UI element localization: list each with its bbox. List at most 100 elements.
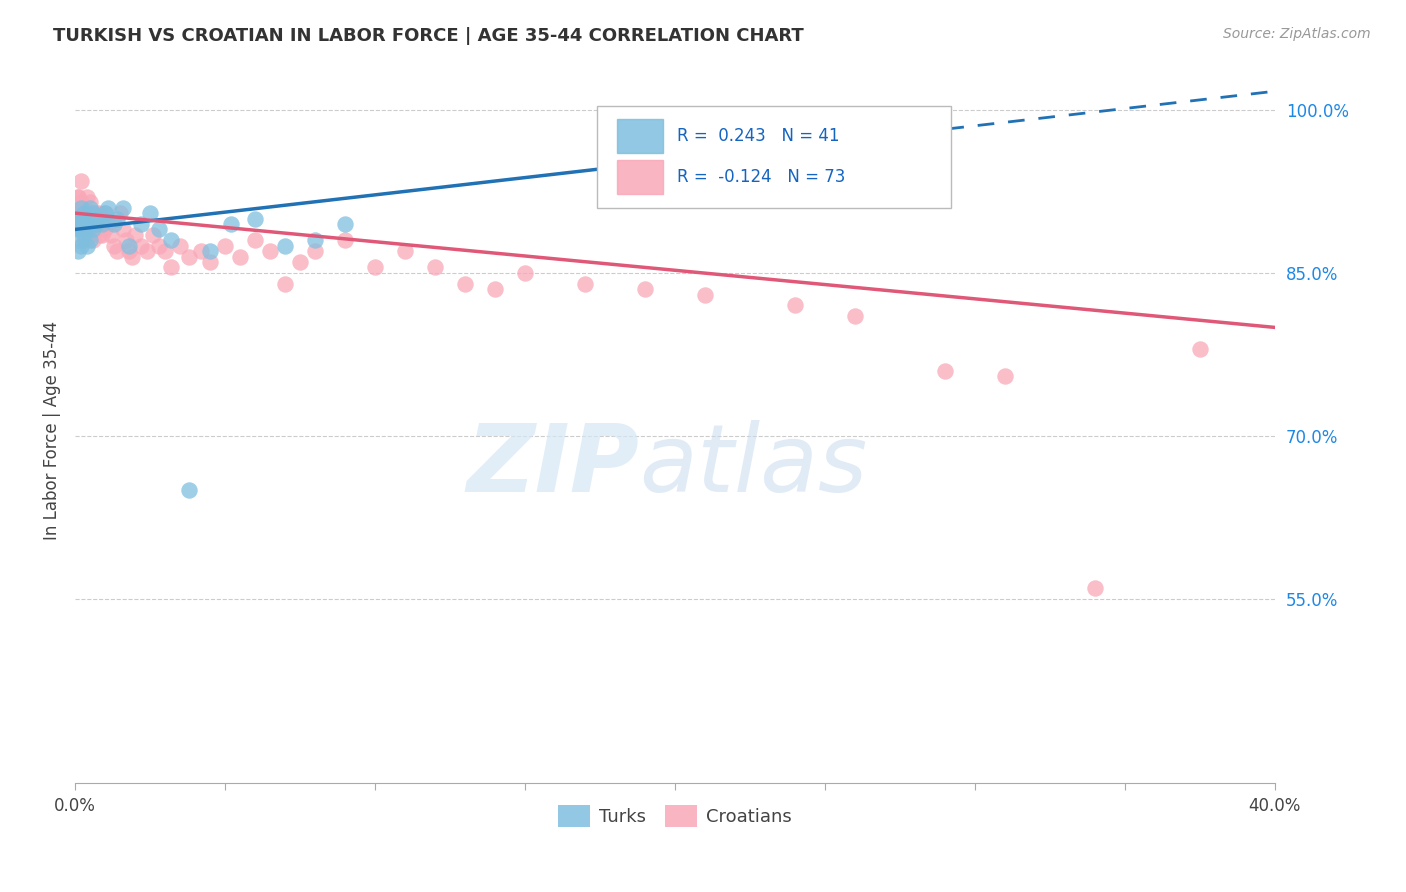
Point: [111, 201, 134, 215]
Point: [148, 238, 170, 252]
Point: [65, 201, 87, 215]
Point: [274, 238, 297, 252]
Point: [190, 244, 212, 259]
Point: [79, 195, 101, 210]
Point: [229, 250, 252, 264]
Point: [139, 206, 162, 220]
Point: [70, 206, 93, 220]
Point: [73, 233, 96, 247]
Point: [76, 222, 98, 236]
Point: [97, 217, 120, 231]
Point: [70, 201, 93, 215]
Point: [73, 227, 96, 242]
Point: [66, 206, 89, 220]
Point: [66, 233, 89, 247]
Point: [574, 277, 596, 291]
Point: [66, 211, 89, 226]
Point: [84, 217, 107, 231]
Text: atlas: atlas: [638, 420, 868, 511]
Point: [70, 211, 93, 226]
Point: [76, 190, 98, 204]
Point: [1188, 342, 1211, 356]
Point: [394, 244, 416, 259]
Point: [129, 217, 152, 231]
Y-axis label: In Labor Force | Age 35-44: In Labor Force | Age 35-44: [44, 321, 60, 540]
Point: [87, 227, 110, 242]
Point: [274, 277, 297, 291]
Point: [693, 287, 716, 301]
Point: [118, 244, 141, 259]
Point: [243, 233, 266, 247]
Point: [94, 206, 117, 220]
Point: [76, 238, 98, 252]
Point: [136, 244, 159, 259]
Legend: Turks, Croatians: Turks, Croatians: [551, 797, 799, 834]
Point: [66, 190, 89, 204]
Text: R =  0.243   N = 41: R = 0.243 N = 41: [678, 127, 839, 145]
Point: [82, 222, 104, 236]
Point: [160, 260, 183, 275]
Point: [259, 244, 281, 259]
Point: [79, 217, 101, 231]
Point: [129, 238, 152, 252]
Point: [634, 282, 657, 296]
Point: [91, 217, 114, 231]
Point: [73, 206, 96, 220]
Point: [76, 222, 98, 236]
Point: [219, 217, 242, 231]
Point: [82, 206, 104, 220]
Point: [84, 206, 107, 220]
Point: [76, 206, 98, 220]
Point: [66, 190, 89, 204]
Point: [484, 282, 506, 296]
Point: [73, 211, 96, 226]
Point: [94, 206, 117, 220]
Point: [91, 227, 114, 242]
FancyBboxPatch shape: [598, 105, 950, 208]
Point: [79, 233, 101, 247]
Point: [84, 222, 107, 236]
Point: [97, 201, 120, 215]
Text: Source: ZipAtlas.com: Source: ZipAtlas.com: [1223, 27, 1371, 41]
Point: [124, 227, 146, 242]
Point: [454, 277, 477, 291]
Point: [82, 217, 104, 231]
Point: [66, 222, 89, 236]
Point: [87, 206, 110, 220]
Point: [79, 227, 101, 242]
Point: [934, 363, 956, 377]
Point: [243, 211, 266, 226]
Point: [118, 238, 141, 252]
Point: [153, 244, 176, 259]
Point: [70, 238, 93, 252]
Point: [513, 266, 536, 280]
Point: [65, 217, 87, 231]
Point: [105, 244, 128, 259]
Point: [333, 217, 356, 231]
Point: [364, 260, 387, 275]
Point: [304, 233, 326, 247]
Point: [100, 227, 122, 242]
Point: [87, 211, 110, 226]
Point: [66, 244, 89, 259]
Point: [82, 206, 104, 220]
Bar: [617, 160, 662, 194]
Point: [844, 310, 866, 324]
Point: [423, 260, 446, 275]
Point: [79, 211, 101, 226]
Point: [73, 201, 96, 215]
Point: [70, 222, 93, 236]
Point: [111, 222, 134, 236]
Point: [70, 173, 93, 187]
Text: R =  -0.124   N = 73: R = -0.124 N = 73: [678, 168, 845, 186]
Point: [103, 217, 125, 231]
Point: [91, 211, 114, 226]
Point: [105, 211, 128, 226]
Point: [169, 238, 191, 252]
Point: [115, 233, 138, 247]
Point: [79, 201, 101, 215]
Point: [70, 195, 93, 210]
Text: ZIP: ZIP: [465, 419, 638, 511]
Point: [724, 136, 747, 150]
Point: [66, 217, 89, 231]
